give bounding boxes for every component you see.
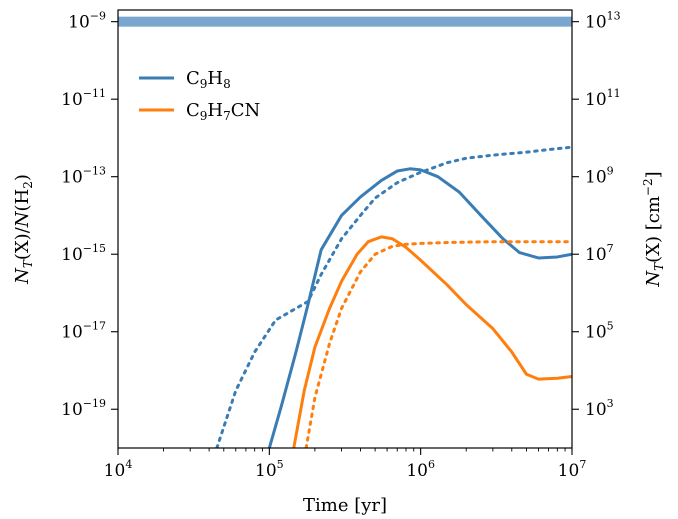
y-axis-left: 10−9 10−11 10−13 10−15 10−17 10−19	[61, 10, 118, 420]
series-layer	[215, 145, 572, 448]
x-tick-label: 104	[104, 458, 133, 481]
x-tick-label: 107	[558, 458, 587, 481]
y-axis-right: 1013 1011 109 107 105 103	[572, 10, 621, 420]
y-right-tick-label: 1013	[585, 10, 621, 33]
series-line-4-dotted	[304, 240, 572, 448]
series-line-2-dotted	[215, 145, 572, 448]
reference-band	[118, 16, 572, 27]
plot-frame	[117, 9, 573, 449]
legend-label-c9h8: C9H8	[186, 68, 231, 91]
x-tick-label: 105	[255, 458, 284, 481]
series-line-1-solid	[267, 167, 572, 448]
x-tick-label: 106	[406, 458, 435, 481]
y-right-tick-label: 105	[585, 320, 614, 343]
series-line-3-solid	[292, 235, 572, 448]
y-axis-right-label: NT(X) [cm−2]	[641, 171, 666, 287]
x-axis: 104 105 106 107	[104, 448, 587, 481]
legend: C9H8 C9H7CN	[139, 68, 260, 123]
y-left-tick-label: 10−11	[61, 87, 106, 110]
y-left-tick-label: 10−13	[61, 165, 106, 188]
y-right-tick-label: 1011	[585, 87, 621, 110]
y-axis-left-label: NT(X)/N(H2)	[12, 174, 35, 285]
y-right-tick-label: 107	[585, 242, 614, 265]
y-right-tick-label: 109	[585, 165, 614, 188]
reference-band-layer	[118, 16, 572, 27]
y-left-tick-label: 10−19	[61, 397, 106, 420]
y-left-tick-label: 10−15	[61, 242, 106, 265]
y-left-tick-label: 10−17	[61, 320, 106, 343]
y-right-tick-label: 103	[585, 397, 614, 420]
y-left-tick-label: 10−9	[68, 10, 106, 33]
legend-label-c9h7cn: C9H7CN	[186, 100, 260, 123]
x-axis-label: Time [yr]	[303, 495, 387, 516]
